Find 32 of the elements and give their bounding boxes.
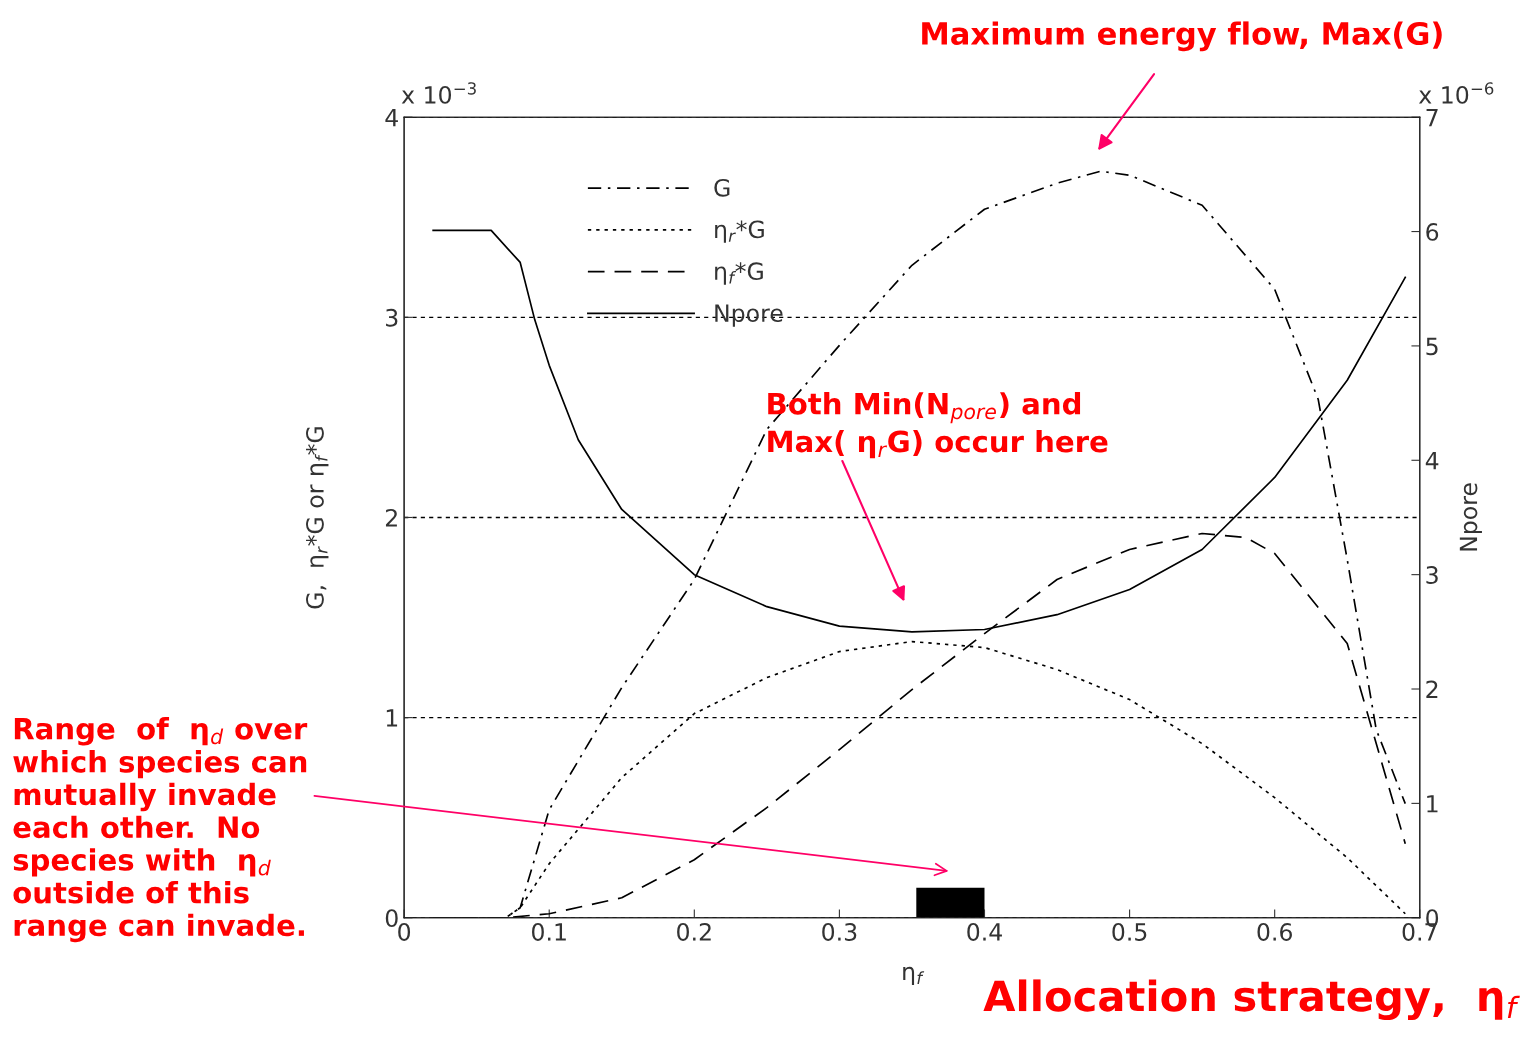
y2-tick-label: 2 — [1426, 680, 1438, 698]
legend-label: Npore — [715, 304, 783, 327]
legend-label: η$_{f}$*G — [715, 262, 763, 285]
text: Range of η$_{d}$ over which species can mutually invade each other. No species with η$_{d}$ outside of this range can invade. — [13, 717, 308, 943]
y-tick-label: 2 — [385, 508, 397, 527]
x-tick-label: 0.6 — [1257, 923, 1292, 941]
legend-label: G — [714, 178, 730, 197]
y-axis-title: G, η$_{r}$*G or η$_{f}$*G — [306, 427, 329, 609]
text: x 10$^{−3}$ — [401, 82, 476, 104]
y2-tick-label: 4 — [1425, 452, 1439, 470]
x-tick-label: 0.3 — [822, 923, 857, 941]
legend-label: η$_{r}$*G — [715, 220, 764, 243]
x-tick-label: 0 — [398, 923, 411, 941]
y-tick-label: 1 — [386, 709, 398, 727]
x-tick-label: 0.5 — [1112, 923, 1147, 941]
y2-tick-label: 7 — [1426, 108, 1438, 127]
x-axis-title: η$_{f}$ — [903, 966, 925, 985]
x-tick-label: 0.4 — [967, 923, 1002, 941]
y2-tick-label: 3 — [1426, 566, 1438, 584]
text: Both Min(N$_{pore}$) and Max( η$_{r}$G) occur here — [768, 392, 1108, 459]
y2-tick-label: 6 — [1426, 222, 1439, 241]
text: x 10$^{−6}$ — [1418, 82, 1494, 104]
text: Maximum energy flow, Max(G) — [922, 21, 1442, 52]
x-tick-label: 0.1 — [532, 923, 566, 941]
y-tick-label: 3 — [386, 308, 398, 327]
y2-tick-label: 1 — [1427, 795, 1438, 813]
x-tick-label: 0.2 — [677, 923, 711, 941]
y-tick-label: 4 — [385, 108, 398, 127]
y-tick-label: 0 — [385, 909, 398, 928]
y2-axis-title: Npore — [1459, 483, 1482, 551]
text: Allocation strategy, η$_{f}$ — [983, 979, 1520, 1021]
y2-tick-label: 5 — [1426, 337, 1438, 356]
